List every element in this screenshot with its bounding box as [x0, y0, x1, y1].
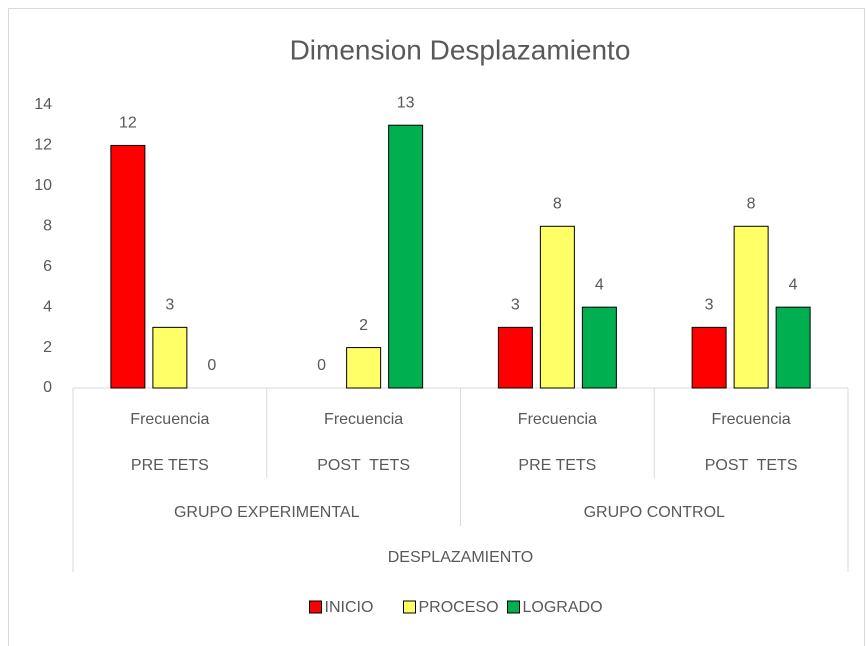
legend-swatch: [507, 600, 520, 614]
bar: [775, 306, 811, 389]
value-label: 12: [119, 115, 137, 132]
bar: [152, 326, 188, 389]
y-tick-label: 8: [43, 218, 52, 235]
value-label: 3: [705, 297, 714, 314]
chart-frame: [8, 8, 865, 646]
x-tick-label: Frecuencia: [130, 411, 209, 428]
bar: [733, 225, 769, 389]
y-tick-label: 0: [43, 379, 52, 396]
bar: [388, 124, 424, 389]
legend-swatch: [403, 600, 416, 614]
supergroup-label: DESPLAZAMIENTO: [388, 549, 534, 566]
y-tick-label: 6: [43, 258, 52, 275]
bar: [497, 326, 533, 389]
y-tick-label: 2: [43, 339, 52, 356]
value-label: 8: [747, 196, 756, 213]
value-label: 3: [511, 297, 520, 314]
y-tick-label: 4: [43, 298, 52, 315]
x-tick-label: Frecuencia: [712, 411, 791, 428]
group-label: GRUPO CONTROL: [584, 504, 725, 521]
value-label: 0: [317, 357, 326, 374]
x-subcategory-label: PRE TETS: [518, 457, 596, 474]
value-label: 0: [207, 357, 216, 374]
legend-label: PROCESO: [419, 599, 499, 616]
group-label: GRUPO EXPERIMENTAL: [174, 504, 360, 521]
y-tick-label: 12: [34, 137, 52, 154]
y-tick-label: 14: [34, 96, 52, 113]
bar: [110, 144, 146, 389]
bar: [346, 347, 382, 389]
legend-swatch: [309, 600, 322, 614]
value-label: 13: [397, 94, 415, 111]
x-subcategory-label: PRE TETS: [131, 457, 209, 474]
bar: [581, 306, 617, 389]
bar: [691, 326, 727, 389]
value-label: 3: [165, 297, 174, 314]
x-subcategory-label: POST TETS: [705, 457, 798, 474]
y-tick-label: 10: [34, 177, 52, 194]
bar: [539, 225, 575, 389]
value-label: 4: [595, 276, 604, 293]
x-tick-label: Frecuencia: [518, 411, 597, 428]
x-subcategory-label: POST TETS: [317, 457, 410, 474]
value-label: 8: [553, 196, 562, 213]
x-tick-label: Frecuencia: [324, 411, 403, 428]
legend-label: LOGRADO: [523, 599, 603, 616]
chart-title: Dimension Desplazamiento: [290, 34, 631, 65]
value-label: 2: [359, 317, 368, 334]
value-label: 4: [789, 276, 798, 293]
legend-label: INICIO: [325, 599, 374, 616]
